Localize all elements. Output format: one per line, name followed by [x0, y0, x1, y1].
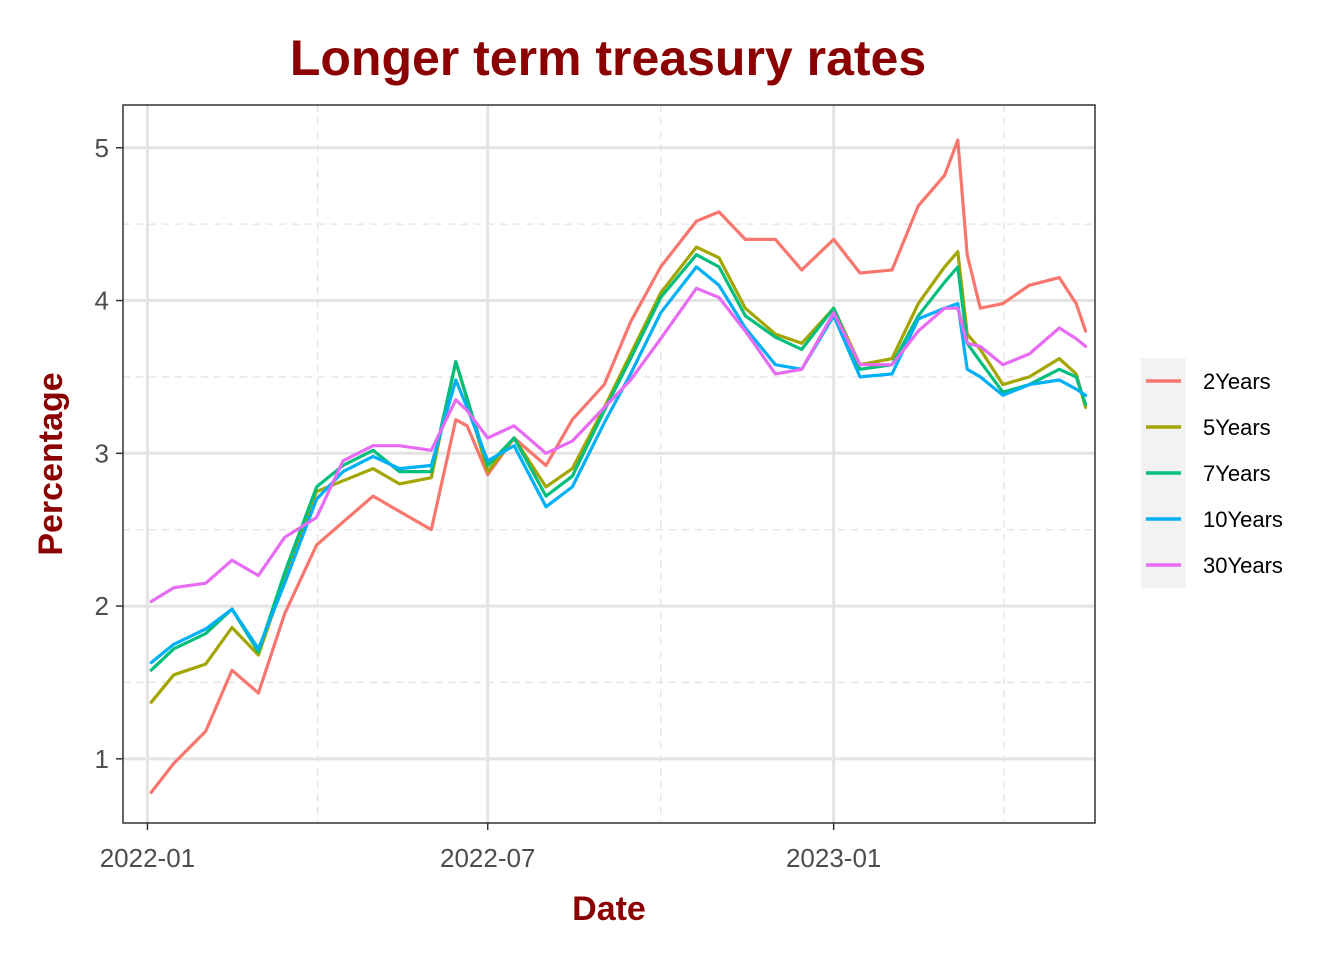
y-tick-label: 1 — [95, 744, 109, 774]
chart-title: Longer term treasury rates — [290, 30, 926, 86]
plot-border — [122, 104, 1096, 824]
x-tick-label: 2023-01 — [786, 843, 881, 873]
legend-label: 2Years — [1203, 369, 1271, 394]
legend-label: 10Years — [1203, 507, 1283, 532]
x-tick-label: 2022-07 — [440, 843, 535, 873]
x-tick-label: 2022-01 — [100, 843, 195, 873]
y-tick-label: 4 — [95, 286, 109, 316]
y-tick-label: 2 — [95, 591, 109, 621]
grid-lines — [123, 105, 1095, 823]
series-line-7years — [149, 253, 1088, 672]
legend-label: 30Years — [1203, 553, 1283, 578]
series-line-10years — [149, 265, 1088, 665]
series-lines — [149, 138, 1088, 794]
legend-label: 7Years — [1203, 461, 1271, 486]
y-tick-label: 5 — [95, 133, 109, 163]
y-axis-label: Percentage — [32, 372, 70, 555]
series-line-30years — [149, 286, 1088, 604]
y-axis: 1 2 3 4 5 — [95, 133, 123, 774]
series-line-2years — [149, 138, 1088, 794]
legend: 2Years 5Years 7Years 10Years 30Years — [1141, 358, 1283, 588]
y-tick-label: 3 — [95, 438, 109, 468]
x-axis: 2022-01 2022-07 2023-01 — [100, 823, 881, 873]
legend-label: 5Years — [1203, 415, 1271, 440]
plot-panel — [123, 105, 1095, 823]
x-axis-label: Date — [572, 890, 646, 928]
